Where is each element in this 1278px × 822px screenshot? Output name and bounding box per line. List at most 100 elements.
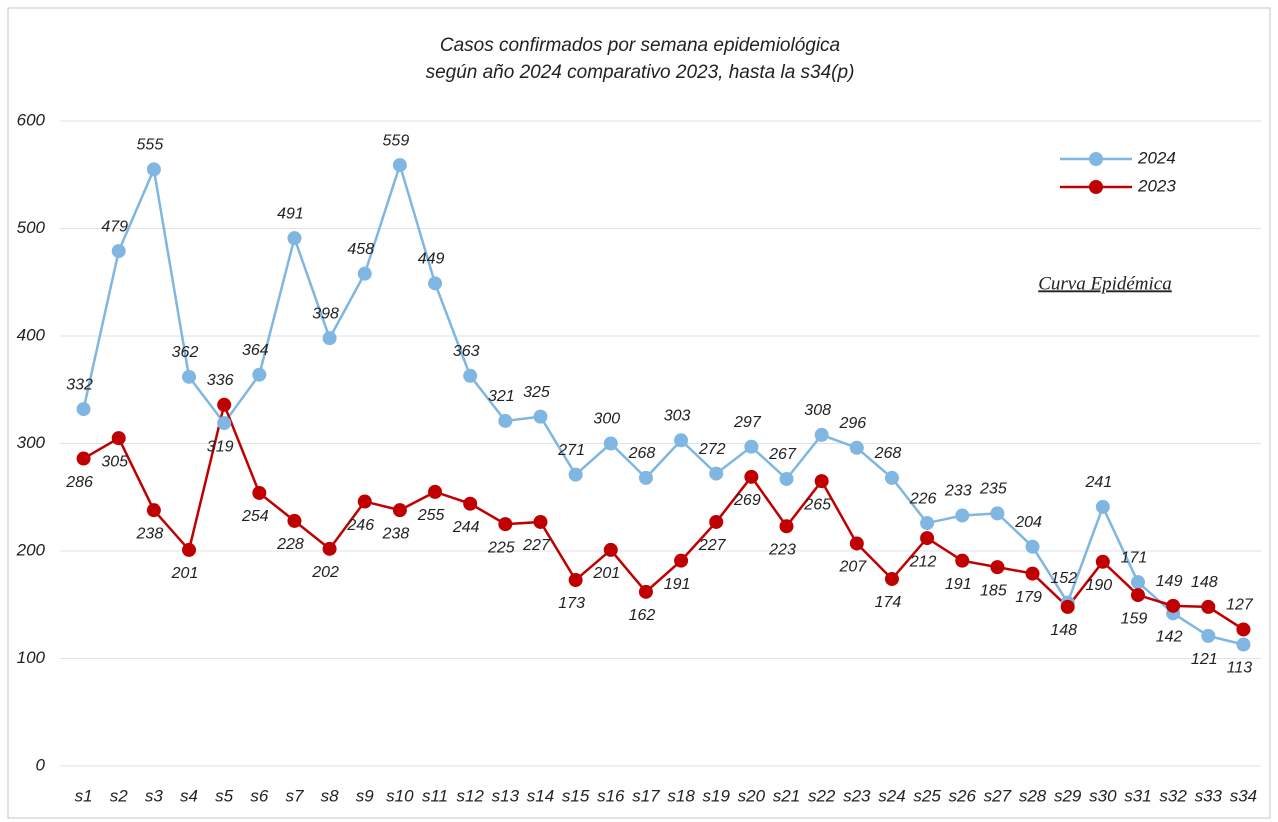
point [463, 368, 478, 383]
point [76, 402, 91, 417]
point [287, 513, 302, 528]
x-tick-label: s7 [285, 786, 304, 805]
point [990, 506, 1005, 521]
point [217, 397, 232, 412]
point [182, 369, 197, 384]
x-tick-label: s15 [562, 786, 590, 805]
data-label: 267 [768, 446, 797, 463]
data-label: 555 [137, 137, 164, 154]
legend-marker [1089, 180, 1103, 194]
data-label: 223 [768, 541, 796, 558]
x-tick-label: s11 [422, 786, 448, 805]
data-label: 268 [628, 445, 656, 462]
point [990, 560, 1005, 575]
data-label: 149 [1156, 573, 1183, 590]
x-tick-label: s27 [984, 786, 1012, 805]
data-label: 207 [838, 559, 867, 576]
data-label: 162 [629, 607, 656, 624]
data-label: 254 [241, 508, 269, 525]
point [322, 541, 337, 556]
data-label: 491 [277, 205, 304, 222]
point [182, 542, 197, 557]
point [955, 553, 970, 568]
data-label: 458 [347, 241, 374, 258]
point [357, 266, 372, 281]
x-tick-label: s22 [808, 786, 836, 805]
data-label: 235 [979, 481, 1007, 498]
data-label: 332 [66, 376, 93, 393]
data-label: 271 [557, 442, 585, 459]
data-label: 121 [1191, 651, 1218, 668]
data-label: 325 [523, 384, 550, 401]
x-tick-label: s8 [321, 786, 340, 805]
point [779, 471, 794, 486]
data-label: 201 [171, 565, 199, 582]
data-label: 272 [698, 441, 726, 458]
x-tick-label: s21 [773, 786, 800, 805]
data-label: 191 [945, 576, 972, 593]
point [1095, 554, 1110, 569]
data-label: 559 [383, 132, 410, 149]
x-tick-label: s10 [386, 786, 414, 805]
point [955, 508, 970, 523]
x-tick-label: s28 [1019, 786, 1047, 805]
data-label: 204 [1014, 514, 1042, 531]
data-label: 171 [1121, 549, 1148, 566]
x-tick-label: s31 [1124, 786, 1151, 805]
point [709, 466, 724, 481]
x-tick-label: s26 [949, 786, 977, 805]
point [1201, 628, 1216, 643]
point [252, 367, 267, 382]
point [849, 440, 864, 455]
point [533, 514, 548, 529]
data-label: 286 [65, 474, 93, 491]
point [1025, 566, 1040, 581]
data-label: 308 [804, 402, 831, 419]
x-tick-label: s17 [632, 786, 660, 805]
point [463, 496, 478, 511]
y-tick-label: 200 [16, 540, 46, 559]
x-tick-label: s9 [356, 786, 375, 805]
x-tick-label: s14 [527, 786, 554, 805]
data-label: 265 [803, 496, 831, 513]
legend-marker [1089, 152, 1103, 166]
data-label: 297 [733, 414, 762, 431]
point [638, 584, 653, 599]
point [1025, 539, 1040, 554]
x-tick-label: s2 [110, 786, 129, 805]
point [428, 276, 443, 291]
legend-label: 2024 [1137, 148, 1176, 167]
data-label: 364 [242, 342, 269, 359]
data-label: 449 [418, 251, 445, 268]
data-label: 241 [1084, 474, 1112, 491]
data-label: 479 [101, 218, 128, 235]
point [217, 416, 232, 431]
point [357, 494, 372, 509]
point [287, 231, 302, 246]
data-label: 202 [311, 564, 339, 581]
x-tick-label: s18 [667, 786, 695, 805]
legend-label: 2023 [1137, 176, 1176, 195]
data-label: 363 [453, 343, 480, 360]
data-label: 246 [346, 517, 374, 534]
point [884, 571, 899, 586]
point [1060, 599, 1075, 614]
y-tick-label: 300 [17, 433, 46, 452]
x-tick-label: s23 [843, 786, 871, 805]
data-label: 238 [382, 525, 410, 542]
point [1095, 499, 1110, 514]
x-tick-label: s3 [145, 786, 164, 805]
chart-title: Casos confirmados por semana epidemiológ… [440, 35, 840, 56]
data-label: 201 [592, 565, 620, 582]
point [392, 503, 407, 518]
data-label: 228 [276, 536, 304, 553]
point [1130, 575, 1145, 590]
point [884, 470, 899, 485]
data-label: 244 [452, 519, 480, 536]
point [744, 469, 759, 484]
point [603, 542, 618, 557]
x-tick-label: s25 [913, 786, 941, 805]
data-label: 300 [593, 411, 620, 428]
point [674, 553, 689, 568]
